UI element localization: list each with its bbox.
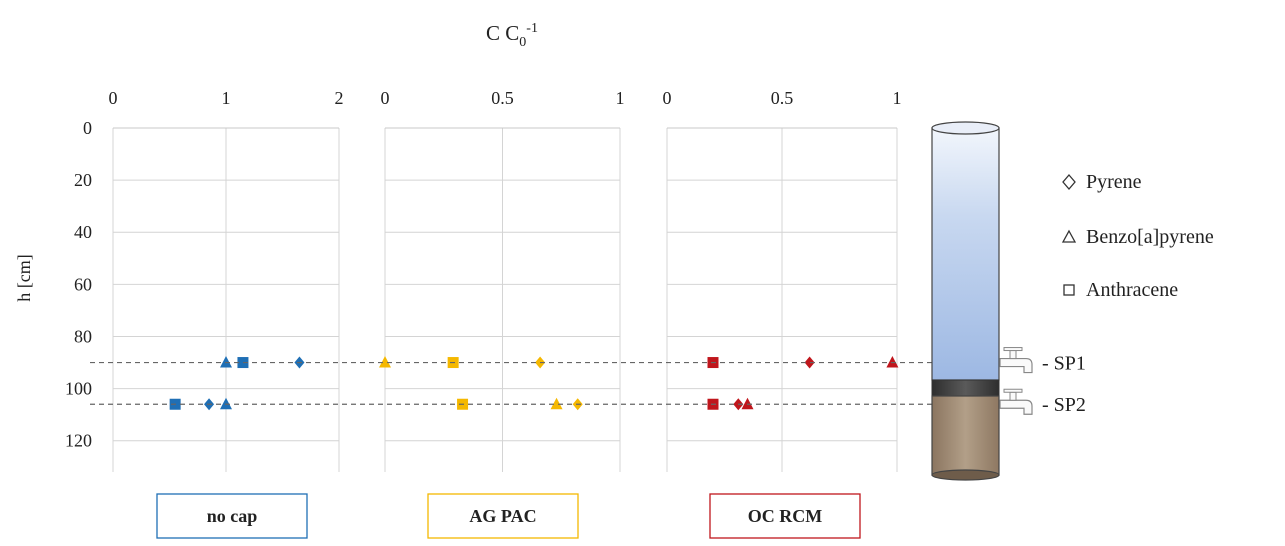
y-tick-label: 40 [74,222,92,242]
legend-marker-triangle [1061,229,1077,243]
chart-title: C C0-1 [486,21,538,50]
x-tick-label: 0 [663,88,672,108]
y-tick-label: 20 [74,170,92,190]
panel-no-cap: 0 1 2 [109,88,344,472]
legend-marker-diamond [1062,174,1076,190]
y-axis-label: h [cm] [14,254,34,301]
column-top-rim [931,121,1000,135]
sampling-port-lines [90,361,1000,405]
column-cap-layer [931,379,1000,397]
y-tick-label: 0 [83,118,92,138]
x-tick-label: 0 [109,88,118,108]
benzo-a-pyrene-marker [220,356,232,368]
x-tick-label: 0.5 [771,88,794,108]
x-tick-label: 2 [335,88,344,108]
column-bottom [931,469,1000,481]
faucet-icon [999,347,1033,374]
panel-label-box [156,493,308,539]
benzo-a-pyrene-marker [379,356,391,368]
x-tick-label: 0.5 [491,88,514,108]
sampling-port-label: - SP1 [1042,353,1086,375]
legend: Pyrene Benzo[a]pyrene Anthracene [1061,171,1214,301]
column-sediment [931,395,1000,476]
legend-marker-square [1063,284,1075,296]
plot-panels: 0 1 2 0 0.5 1 0 0.5 1 [109,88,902,472]
anthracene-marker [237,357,249,369]
panel-ag-pac: 0 0.5 1 [379,88,625,472]
faucet-icon [999,388,1033,415]
panel-oc-rcm: 0 0.5 1 [663,88,902,472]
panel-label-boxes: no cap AG PAC OC RCM [156,493,861,539]
panel-label-text: AG PAC [469,506,536,526]
legend-label: Benzo[a]pyrene [1086,226,1214,248]
benzo-a-pyrene-marker [550,397,563,410]
x-tick-label: 1 [222,88,231,108]
sampling-port-label: - SP2 [1042,394,1086,416]
y-tick-labels: 0 20 40 60 80 100 120 [65,118,92,451]
legend-label: Anthracene [1086,279,1178,301]
legend-label: Pyrene [1086,171,1142,193]
x-tick-label: 1 [893,88,902,108]
panel-label-text: OC RCM [748,506,823,526]
y-tick-label: 80 [74,326,92,346]
column-illustration [931,121,1000,481]
panel-label-box [709,493,861,539]
benzo-a-pyrene-marker [220,397,232,410]
y-tick-label: 120 [65,431,92,451]
x-tick-label: 0 [381,88,390,108]
y-tick-label: 100 [65,379,92,399]
column-water [931,127,1000,381]
benzo-a-pyrene-marker [741,397,754,410]
pyrene-marker [804,356,815,369]
panel-label-text: no cap [207,506,258,526]
y-tick-label: 60 [74,274,92,294]
x-tick-label: 1 [616,88,625,108]
sampling-ports: - SP1 - SP2 [999,347,1086,416]
panel-label-box [427,493,579,539]
benzo-a-pyrene-marker [886,356,899,368]
